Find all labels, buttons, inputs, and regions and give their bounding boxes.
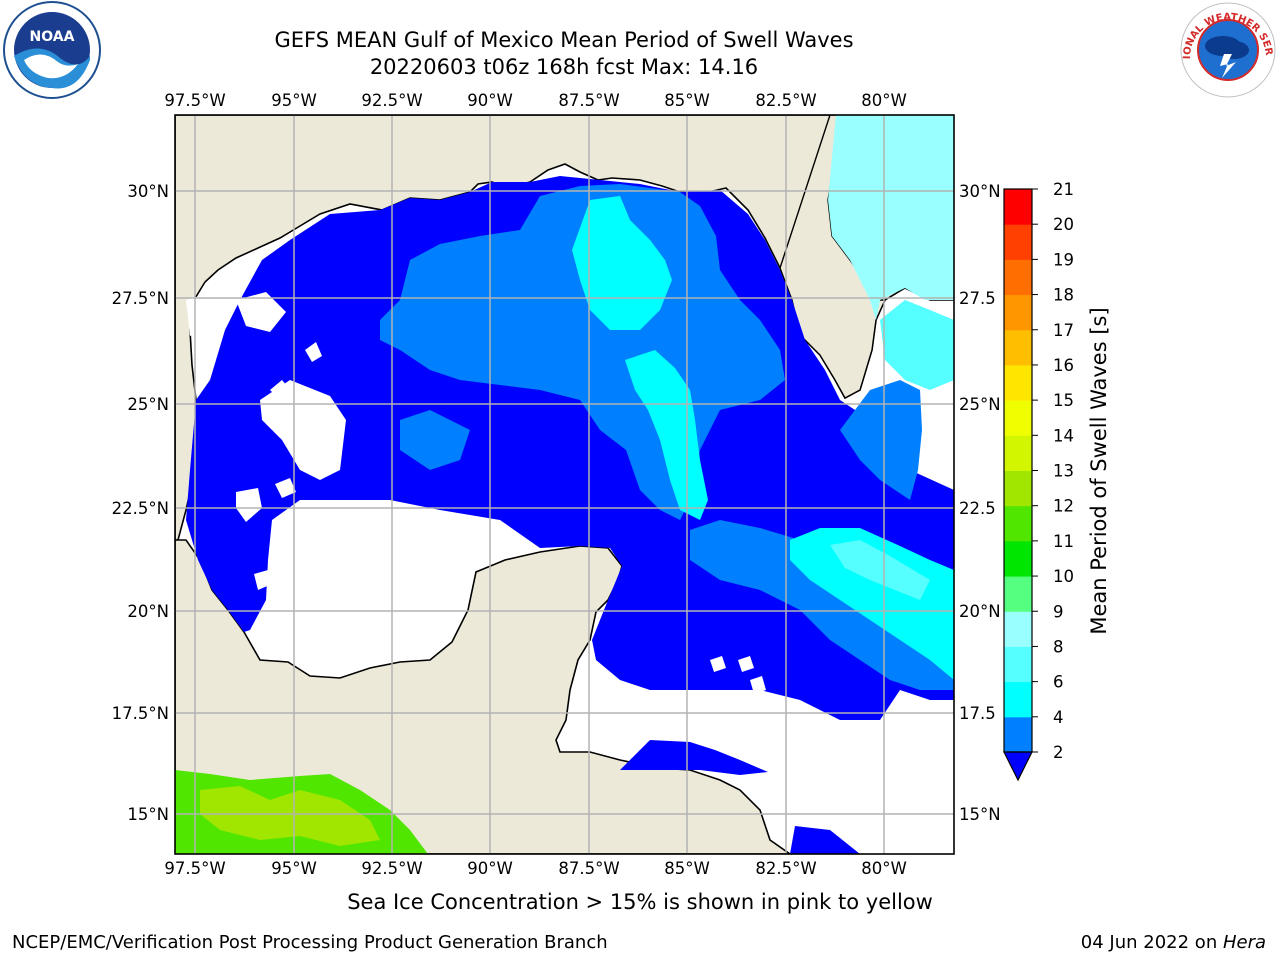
colorbar-segment	[1004, 611, 1032, 647]
colorbar-tick-label: 9	[1053, 602, 1064, 621]
map-caption: Sea Ice Concentration > 15% is shown in …	[0, 890, 1280, 914]
lon-label-bottom: 85°W	[664, 859, 710, 878]
swell-field-8s-atlantic	[880, 300, 954, 390]
colorbar-tick-label: 4	[1053, 708, 1064, 727]
colorbar-tick-label: 10	[1053, 567, 1074, 586]
swell-field-8s-caribbean	[830, 540, 930, 600]
swell-field-pacific-light	[200, 786, 380, 846]
colorbar-segment	[1004, 540, 1032, 577]
colorbar-tick-label: 13	[1053, 462, 1074, 481]
colorbar-segment	[1004, 470, 1032, 507]
lat-label-left: 20°N	[127, 602, 169, 621]
lat-label-right: 17.5	[959, 704, 996, 723]
colorbar-tick-label: 14	[1053, 426, 1074, 445]
colorbar-tick-label: 6	[1053, 673, 1064, 692]
lat-label-right: 22.5	[959, 499, 996, 518]
lat-label-left: 22.5°N	[112, 499, 169, 518]
colorbar: 2 4 6 8 9 10 11 12 13 14 15 16 17 18 19 20 21	[1003, 180, 1074, 782]
colorbar-segment	[1004, 681, 1032, 718]
lat-label-right: 20°N	[959, 602, 1001, 621]
lon-label-bottom: 95°W	[271, 859, 317, 878]
colorbar-tick-label: 18	[1053, 286, 1074, 305]
lon-label-top: 87.5°W	[558, 91, 619, 110]
swell-field-4s-east	[840, 380, 922, 500]
colorbar-segment	[1004, 259, 1032, 296]
nws-logo-icon: NATIONAL WEATHER SERVICE	[1176, 0, 1276, 98]
colorbar-tick-label: 2	[1053, 743, 1064, 762]
swell-field-4s-caribbean	[690, 520, 954, 690]
colorbar-tick-label: 15	[1053, 391, 1074, 410]
swell-field-6s-caribbean	[790, 528, 954, 680]
colorbar-segment	[1004, 505, 1032, 542]
below-range-patches	[186, 292, 766, 694]
lon-label-top: 80°W	[861, 91, 907, 110]
lon-labels-top: 97.5°W 95°W 92.5°W 90°W 87.5°W 85°W 82.5…	[164, 91, 906, 110]
map-title-line2: 20220603 t06z 168h fcst Max: 14.16	[369, 55, 759, 79]
lat-labels-right: 30°N 27.5 25°N 22.5 20°N 17.5 15°N	[959, 182, 1001, 824]
colorbar-segment	[1004, 364, 1032, 401]
noaa-logo-icon: NOAA	[3, 1, 101, 99]
swell-field-9s-atlantic	[828, 115, 954, 320]
map-frame	[174, 114, 955, 855]
lon-label-bottom: 82.5°W	[755, 859, 816, 878]
colorbar-tick-label: 19	[1053, 250, 1074, 269]
lat-label-left: 30°N	[127, 182, 169, 201]
lon-label-bottom: 92.5°W	[361, 859, 422, 878]
lat-label-right: 15°N	[959, 805, 1001, 824]
colorbar-segment	[1004, 224, 1032, 260]
lat-label-left: 25°N	[127, 395, 169, 414]
lat-label-right: 25°N	[959, 395, 1001, 414]
colorbar-segment	[1004, 576, 1032, 612]
lon-labels-bottom: 97.5°W 95°W 92.5°W 90°W 87.5°W 85°W 82.5…	[164, 859, 906, 878]
lon-label-top: 82.5°W	[755, 91, 816, 110]
colorbar-segment	[1004, 329, 1032, 366]
lon-label-bottom: 97.5°W	[164, 859, 225, 878]
colorbar-segment	[1004, 435, 1032, 471]
lon-label-bottom: 80°W	[861, 859, 907, 878]
lat-label-left: 27.5°N	[112, 289, 169, 308]
lon-label-top: 97.5°W	[164, 91, 225, 110]
colorbar-segment	[1004, 646, 1032, 683]
colorbar-segment	[1004, 716, 1032, 753]
swell-field-4s-gulf	[400, 410, 470, 470]
lon-label-top: 92.5°W	[361, 91, 422, 110]
lat-label-left: 15°N	[127, 805, 169, 824]
lat-labels-left: 30°N 27.5°N 25°N 22.5°N 20°N 17.5°N 15°N	[112, 182, 169, 824]
colorbar-title: Mean Period of Swell Waves [s]	[1087, 307, 1111, 634]
colorbar-segment	[1004, 294, 1032, 331]
colorbar-tick-label: 20	[1053, 215, 1074, 234]
noaa-logo-text: NOAA	[30, 29, 75, 45]
lon-label-top: 95°W	[271, 91, 317, 110]
colorbar-tick-label: 8	[1053, 637, 1064, 656]
colorbar-tick-label: 21	[1053, 180, 1074, 199]
colorbar-tick-label: 12	[1053, 497, 1074, 516]
lat-label-right: 30°N	[959, 182, 1001, 201]
swell-field-2s-se	[790, 826, 860, 854]
footer-branch: NCEP/EMC/Verification Post Processing Pr…	[12, 932, 608, 953]
colorbar-extend-min	[1003, 751, 1033, 782]
swell-field-2s-south	[620, 740, 768, 775]
lat-label-left: 17.5°N	[112, 704, 169, 723]
colorbar-tick-label: 11	[1053, 532, 1074, 551]
lat-label-right: 27.5	[959, 289, 996, 308]
lon-label-bottom: 87.5°W	[558, 859, 619, 878]
lon-label-bottom: 90°W	[467, 859, 513, 878]
map-title-line1: GEFS MEAN Gulf of Mexico Mean Period of …	[274, 28, 854, 52]
lon-label-top: 85°W	[664, 91, 710, 110]
colorbar-segment	[1004, 189, 1032, 225]
footer-date: 04 Jun 2022 on Hera	[1081, 932, 1266, 953]
colorbar-tick-label: 16	[1053, 356, 1074, 375]
footer-host: Hera	[1222, 932, 1266, 953]
swell-field-6s	[572, 196, 672, 330]
colorbar-tick-label: 17	[1053, 321, 1074, 340]
colorbar-segment	[1004, 400, 1032, 436]
caption-text: Sea Ice Concentration > 15% is shown in …	[347, 890, 933, 914]
lon-label-top: 90°W	[467, 91, 513, 110]
footer-date-text: 04 Jun 2022 on	[1080, 932, 1223, 953]
graticule	[175, 115, 954, 854]
